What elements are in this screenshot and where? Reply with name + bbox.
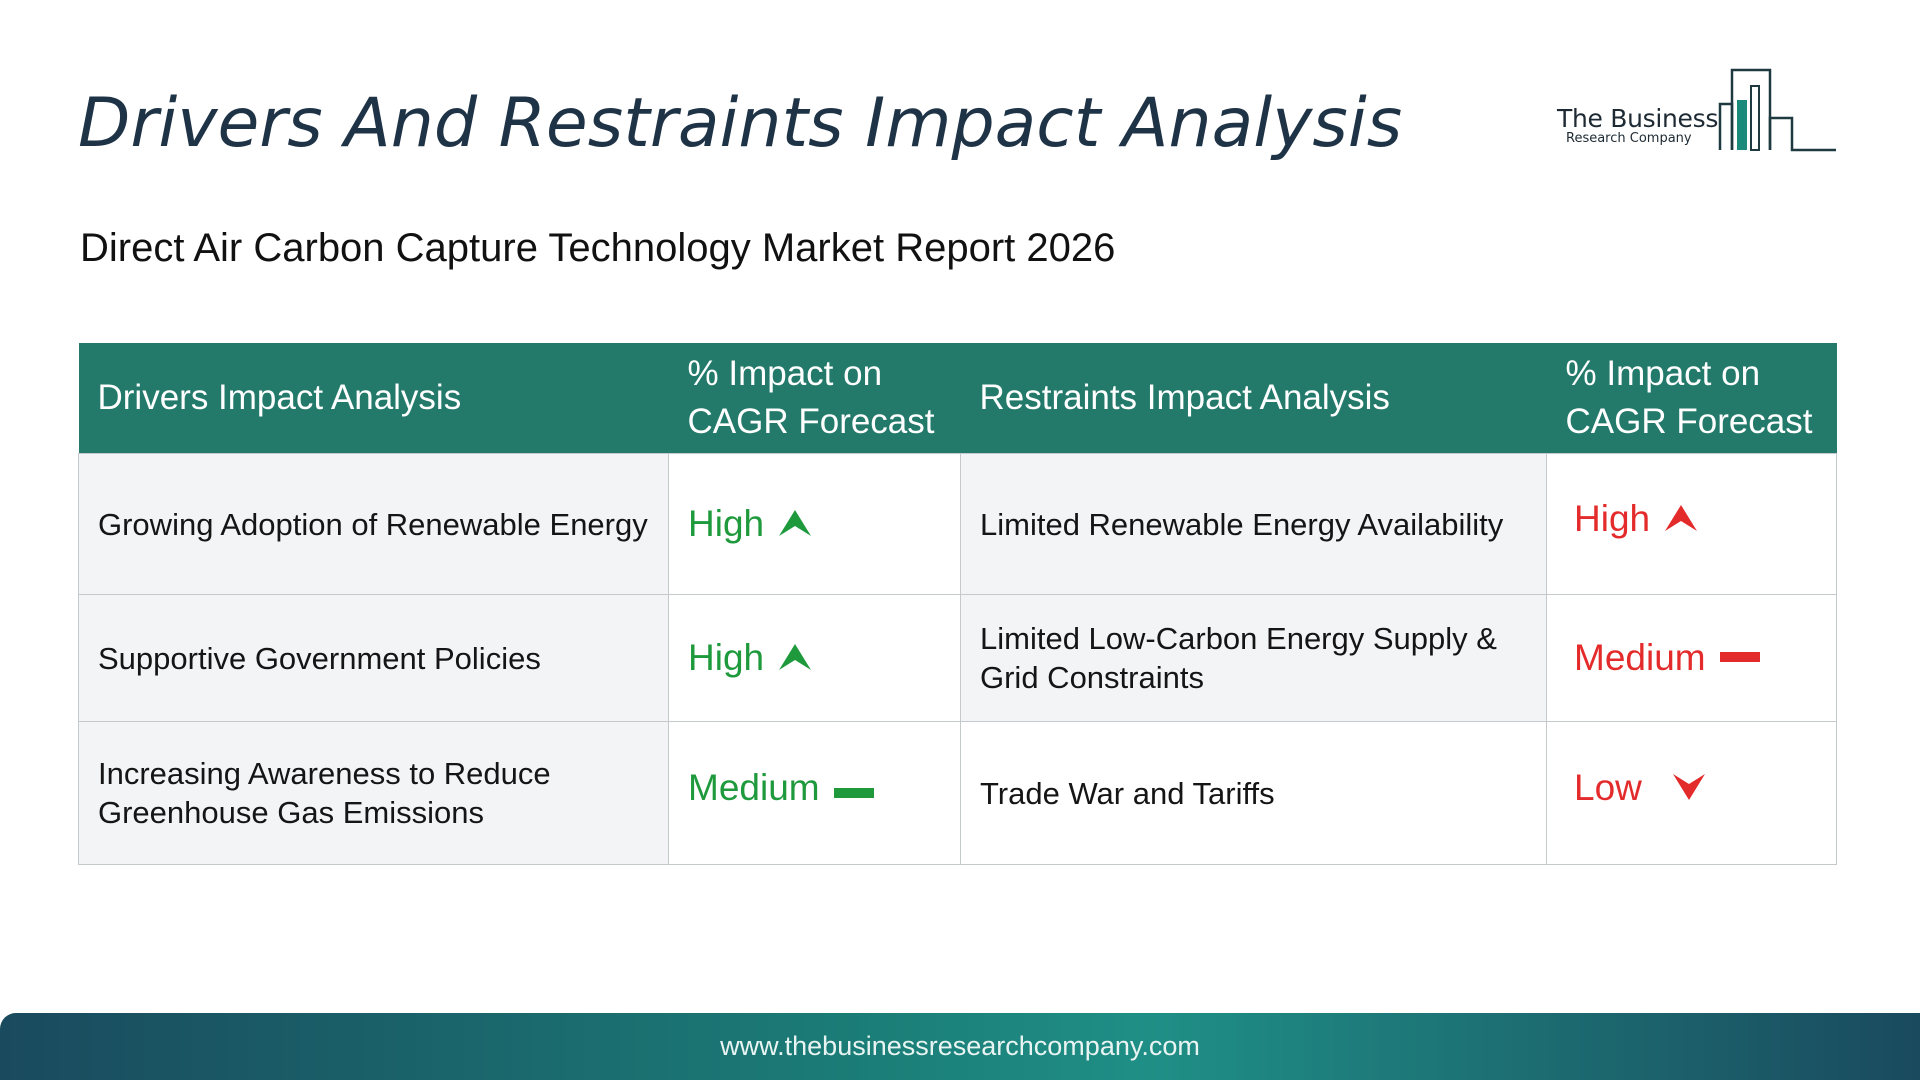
logo-line2: Research Company: [1566, 131, 1692, 146]
company-logo: The Business Research Company: [1552, 66, 1840, 156]
page-title: Drivers And Restraints Impact Analysis: [78, 84, 1403, 163]
driver-impact-cell: High: [668, 594, 961, 722]
logo-line1: The Business: [1557, 104, 1719, 133]
drivers-impact-header: % Impact on CAGR Forecast: [668, 343, 961, 454]
driver-impact-label: High: [688, 502, 765, 544]
restraints-impact-header: % Impact on CAGR Forecast: [1546, 343, 1837, 454]
arrow-down-icon: [1672, 774, 1705, 800]
restraint-impact-cell: High: [1546, 453, 1837, 595]
footer-bar: www.thebusinessresearchcompany.com: [0, 1013, 1920, 1080]
driver-impact-label: Medium: [688, 766, 820, 808]
driver-cell: Supportive Government Policies: [78, 594, 669, 722]
impact-table: Drivers Impact Analysis % Impact on CAGR…: [78, 343, 1837, 865]
driver-impact-label: High: [688, 636, 765, 678]
table-row: Increasing Awareness to Reduce Greenhous…: [78, 721, 1837, 865]
bar-building-icon: [1718, 68, 1836, 152]
dash-icon: [1719, 652, 1760, 662]
driver-impact-cell: High: [668, 453, 961, 595]
restraint-impact-label: Low: [1574, 766, 1642, 808]
arrow-up-icon: [779, 510, 812, 536]
table-row: Supportive Government Policies High Limi…: [78, 594, 1837, 722]
restraint-impact-cell: Low: [1546, 721, 1837, 865]
drivers-header: Drivers Impact Analysis: [78, 343, 669, 454]
report-subtitle: Direct Air Carbon Capture Technology Mar…: [80, 226, 1116, 270]
restraint-cell: Trade War and Tariffs: [960, 721, 1547, 865]
arrow-up-icon: [1665, 505, 1698, 531]
restraint-cell: Limited Low-Carbon Energy Supply & Grid …: [960, 594, 1547, 722]
table-header-row: Drivers Impact Analysis % Impact on CAGR…: [78, 343, 1837, 454]
driver-impact-cell: Medium: [668, 721, 961, 865]
driver-cell: Increasing Awareness to Reduce Greenhous…: [78, 721, 669, 865]
restraint-impact-label: Medium: [1574, 636, 1706, 678]
arrow-up-icon: [779, 644, 812, 670]
restraint-impact-label: High: [1574, 497, 1651, 539]
restraint-cell: Limited Renewable Energy Availability: [960, 453, 1547, 595]
restraint-impact-cell: Medium: [1546, 594, 1837, 722]
driver-cell: Growing Adoption of Renewable Energy: [78, 453, 669, 595]
restraints-header: Restraints Impact Analysis: [960, 343, 1547, 454]
dash-icon: [833, 788, 874, 798]
footer-url[interactable]: www.thebusinessresearchcompany.com: [720, 1031, 1200, 1061]
table-row: Growing Adoption of Renewable Energy Hig…: [78, 453, 1837, 595]
